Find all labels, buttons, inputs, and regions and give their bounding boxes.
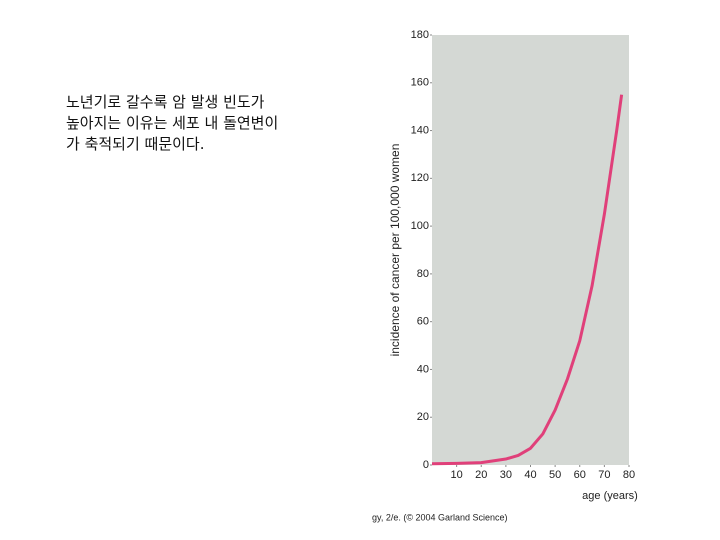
y-tick-label: 60	[417, 316, 429, 328]
plot-background	[432, 35, 629, 465]
y-tick-label: 180	[411, 29, 429, 41]
x-tick-label: 30	[500, 469, 512, 481]
y-axis-label: incidence of cancer per 100,000 women	[388, 144, 402, 357]
y-tick-label: 100	[411, 220, 429, 232]
x-tick-label: 40	[524, 469, 536, 481]
x-tick-label: 60	[574, 469, 586, 481]
y-tick-label: 80	[417, 268, 429, 280]
text-line: 가 축적되기 때문이다.	[66, 135, 205, 153]
y-tick-label: 120	[411, 172, 429, 184]
x-axis-label: age (years)	[582, 490, 638, 502]
y-tick-label: 0	[423, 459, 429, 471]
y-tick-label: 20	[417, 411, 429, 423]
text-line: 노년기로 갈수록 암 발생 빈도가	[66, 93, 265, 111]
x-tick-label: 80	[623, 469, 635, 481]
y-tick-label: 140	[411, 124, 429, 136]
line-series	[431, 94, 624, 466]
x-tick-label: 10	[451, 469, 463, 481]
credit: gy, 2/e. (© 2004 Garland Science)	[372, 512, 508, 522]
y-tick-label: 40	[417, 363, 429, 375]
x-tick-label: 70	[598, 469, 610, 481]
x-tick-label: 20	[475, 469, 487, 481]
x-tick-label: 50	[549, 469, 561, 481]
slide-text: 노년기로 갈수록 암 발생 빈도가 높아지는 이유는 세포 내 돌연변이 가 축…	[66, 92, 366, 155]
text-line: 높아지는 이유는 세포 내 돌연변이	[66, 114, 279, 132]
y-tick-label: 160	[411, 77, 429, 89]
